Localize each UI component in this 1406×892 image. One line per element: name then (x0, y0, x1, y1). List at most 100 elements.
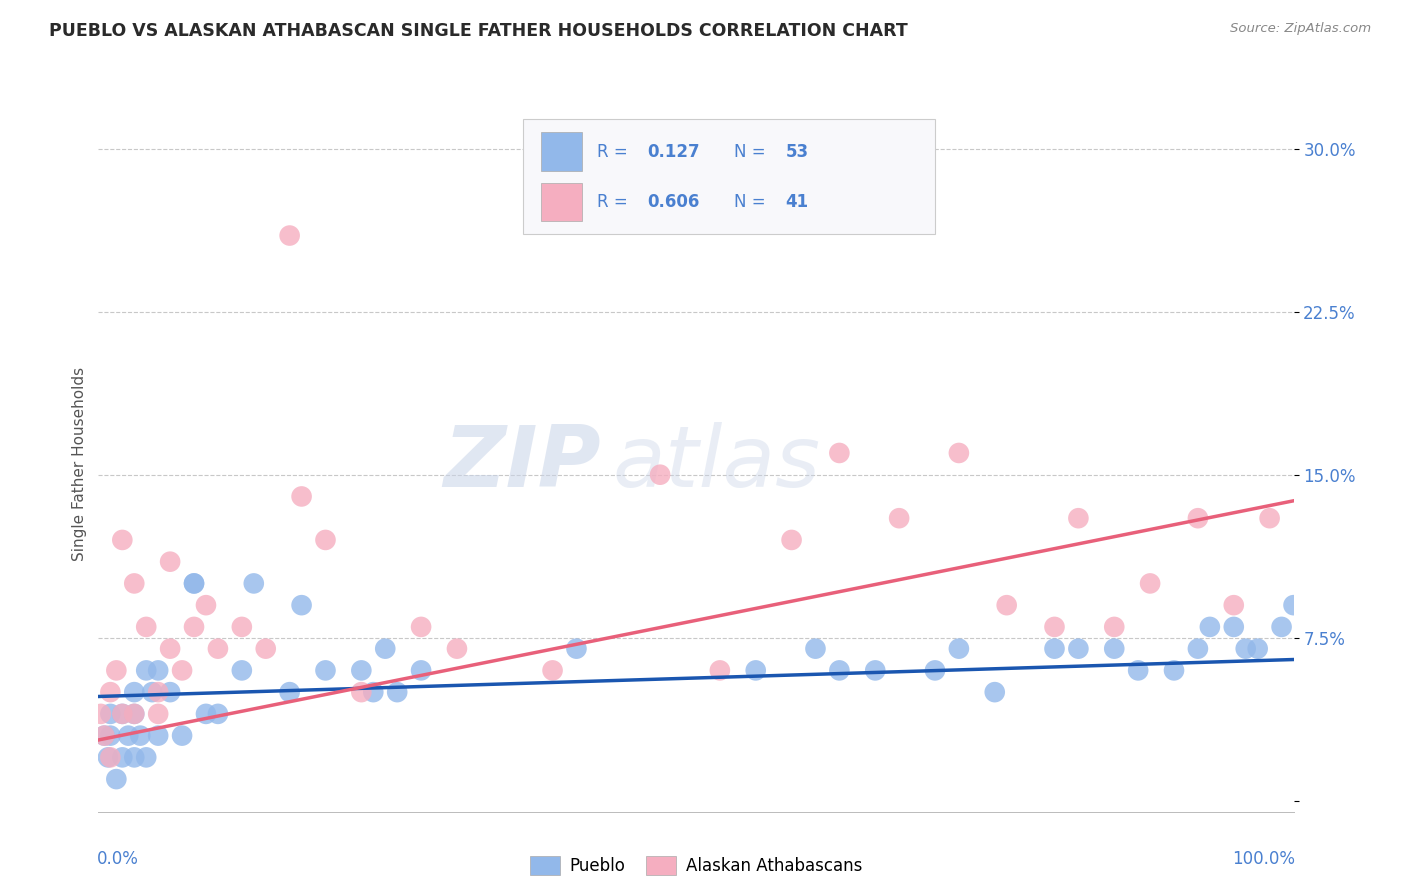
Point (1067, 641, 1090, 656)
Point (350, 664, 373, 678)
Point (1139, 576, 1161, 591)
FancyBboxPatch shape (523, 120, 935, 235)
Point (565, 641, 588, 656)
Point (350, 685, 373, 699)
Point (207, 706, 229, 721)
Point (1222, 598, 1246, 612)
Point (1043, 641, 1066, 656)
Point (90, 706, 112, 721)
Point (995, 598, 1018, 612)
Point (828, 446, 851, 460)
Point (1187, 511, 1209, 525)
Point (148, 685, 170, 699)
Point (1128, 664, 1150, 678)
Point (709, 664, 731, 678)
Point (385, 685, 409, 699)
Point (983, 685, 1005, 699)
Legend: Pueblo, Alaskan Athabascans: Pueblo, Alaskan Athabascans (522, 847, 870, 883)
Point (172, 729, 194, 743)
FancyBboxPatch shape (540, 183, 582, 221)
Point (1102, 620, 1125, 634)
Text: ZIP: ZIP (443, 422, 600, 506)
Point (1234, 641, 1257, 656)
Point (231, 620, 253, 634)
Text: 0.606: 0.606 (647, 193, 699, 211)
Text: R =: R = (596, 143, 633, 161)
Text: 100.0%: 100.0% (1232, 850, 1295, 868)
Point (124, 576, 146, 591)
Point (135, 664, 157, 678)
Point (363, 685, 385, 699)
Point (129, 729, 152, 743)
Point (98, 729, 122, 743)
Point (183, 576, 205, 591)
Point (98, 706, 122, 721)
Text: R =: R = (596, 193, 633, 211)
Point (124, 706, 146, 721)
Point (141, 685, 163, 699)
Point (97, 750, 120, 764)
Point (541, 664, 564, 678)
Point (93, 729, 115, 743)
Point (93, 729, 115, 743)
Point (183, 576, 205, 591)
Point (411, 620, 433, 634)
Point (924, 664, 946, 678)
Point (124, 685, 146, 699)
Point (207, 641, 229, 656)
Point (1258, 511, 1281, 525)
Point (231, 664, 253, 678)
Point (1271, 620, 1294, 634)
Point (780, 533, 803, 547)
Point (863, 664, 886, 678)
Point (124, 750, 146, 764)
Point (172, 664, 194, 678)
Point (194, 706, 217, 721)
Point (148, 664, 170, 678)
Point (254, 641, 277, 656)
Point (828, 664, 851, 678)
Point (159, 685, 181, 699)
Text: atlas: atlas (612, 422, 820, 506)
Point (889, 511, 911, 525)
Point (315, 664, 337, 678)
Text: PUEBLO VS ALASKAN ATHABASCAN SINGLE FATHER HOUSEHOLDS CORRELATION CHART: PUEBLO VS ALASKAN ATHABASCAN SINGLE FATH… (49, 22, 908, 40)
Point (117, 729, 139, 743)
Point (159, 641, 181, 656)
Point (290, 490, 312, 504)
Text: N =: N = (734, 143, 770, 161)
Point (1163, 664, 1185, 678)
Point (1102, 641, 1125, 656)
Point (148, 706, 170, 721)
Text: N =: N = (734, 193, 770, 211)
Text: Source: ZipAtlas.com: Source: ZipAtlas.com (1230, 22, 1371, 36)
Text: 0.127: 0.127 (647, 143, 700, 161)
Point (1222, 620, 1246, 634)
Point (111, 706, 134, 721)
Point (446, 641, 468, 656)
Point (135, 750, 157, 764)
Point (183, 620, 205, 634)
Y-axis label: Single Father Households: Single Father Households (72, 367, 87, 561)
Point (194, 598, 217, 612)
Point (105, 772, 128, 786)
Point (1187, 641, 1209, 656)
Point (1067, 511, 1090, 525)
Point (1198, 620, 1220, 634)
Point (315, 533, 337, 547)
Point (648, 467, 672, 482)
Point (948, 446, 970, 460)
Text: 41: 41 (786, 193, 808, 211)
Point (1246, 641, 1268, 656)
Point (111, 750, 134, 764)
Point (1282, 598, 1305, 612)
Point (1043, 620, 1066, 634)
Text: 53: 53 (786, 143, 808, 161)
Point (135, 620, 157, 634)
Point (278, 685, 301, 699)
Point (804, 641, 827, 656)
Text: 0.0%: 0.0% (97, 850, 139, 868)
Point (948, 641, 970, 656)
Point (111, 706, 134, 721)
Point (243, 576, 266, 591)
